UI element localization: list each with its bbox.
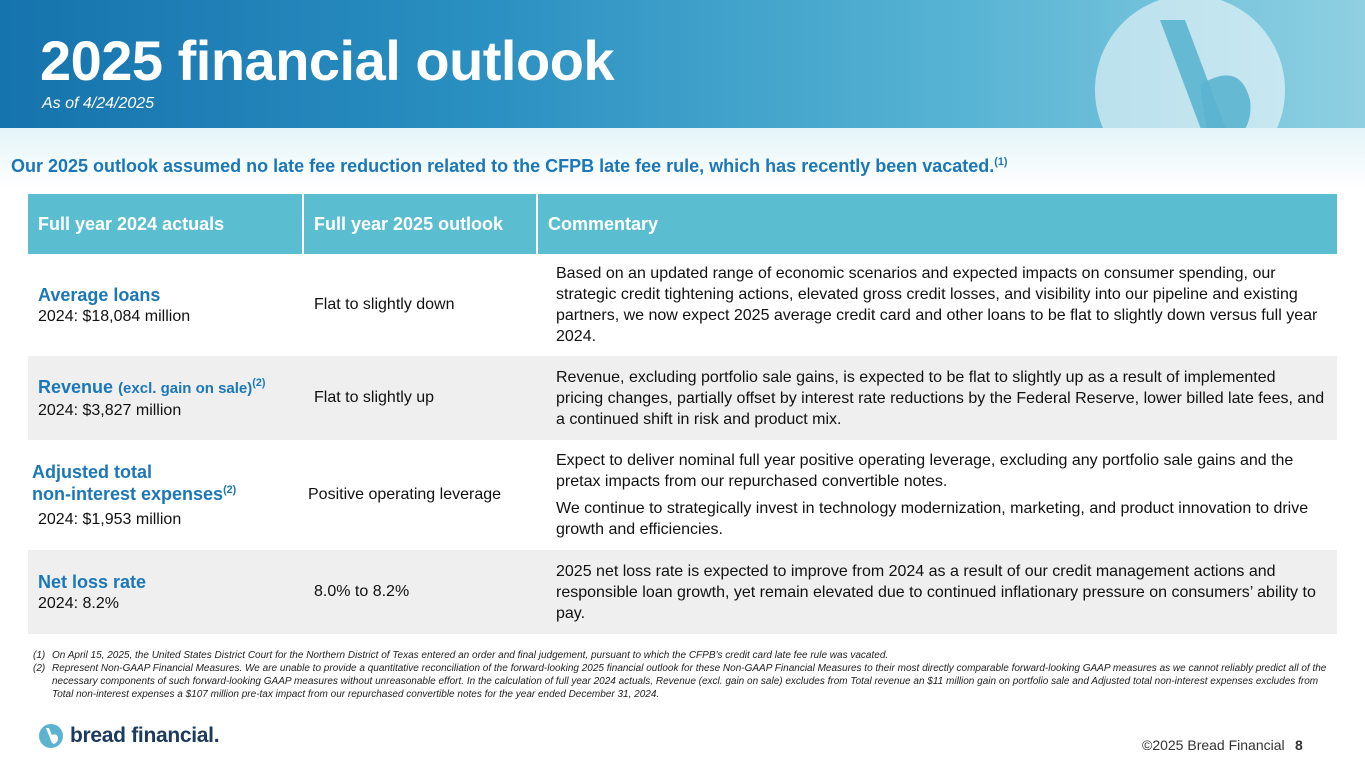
footnote: (2) Represent Non-GAAP Financial Measure… (33, 662, 1333, 701)
outlook-cell: Flat to slightly down (314, 296, 455, 313)
metric-label-line2: non-interest expenses (32, 483, 224, 504)
metric-actual: 2024: $3,827 million (38, 401, 182, 419)
page-number: 8 (1295, 737, 1303, 753)
metric-cell: Net loss rate 2024: 8.2% (28, 550, 304, 634)
commentary-cell: Based on an updated range of economic sc… (546, 254, 1337, 356)
bread-logo-watermark-icon (1095, 0, 1285, 128)
metric-footnote-ref: (2) (223, 483, 237, 496)
table-row: Average loans 2024: $18,084 million Flat… (28, 254, 1337, 356)
bread-logo-icon (39, 724, 63, 748)
outlook-table: Full year 2024 actuals Full year 2025 ou… (28, 194, 1337, 634)
commentary-text: We continue to strategically invest in t… (556, 500, 1309, 538)
metric-note: (excl. gain on sale) (118, 379, 253, 397)
table-row: Revenue (excl. gain on sale)(2) 2024: $3… (28, 356, 1337, 440)
metric-label-line2-wrap: non-interest expenses(2) (32, 483, 304, 505)
outlook-cell: 8.0% to 8.2% (314, 583, 410, 600)
metric-actual: 2024: $1,953 million (38, 510, 182, 528)
metric-cell: Revenue (excl. gain on sale)(2) 2024: $3… (28, 356, 304, 440)
table-row: Adjusted total non-interest expenses(2) … (28, 440, 1337, 550)
header-banner: 2025 financial outlook As of 4/24/2025 (0, 0, 1365, 128)
table-row: Net loss rate 2024: 8.2% 8.0% to 8.2% 20… (28, 550, 1337, 634)
headline-text: Our 2025 outlook assumed no late fee red… (11, 156, 995, 176)
footnote-number: (1) (33, 650, 46, 661)
commentary-cell: Revenue, excluding portfolio sale gains,… (546, 356, 1337, 440)
footnotes: (1) On April 15, 2025, the United States… (33, 649, 1333, 701)
metric-footnote-ref: (2) (252, 376, 266, 389)
footnote-text: Represent Non-GAAP Financial Measures. W… (52, 663, 1327, 700)
outlook-cell: Positive operating leverage (308, 486, 502, 503)
outlook-cell: Flat to slightly up (314, 389, 435, 406)
column-header-actuals: Full year 2024 actuals (28, 194, 304, 254)
column-header-outlook: Full year 2025 outlook (304, 194, 538, 254)
footnote-text: On April 15, 2025, the United States Dis… (52, 650, 889, 661)
header-fade (0, 128, 1365, 188)
footnote: (1) On April 15, 2025, the United States… (33, 649, 1333, 662)
commentary-cell: 2025 net loss rate is expected to improv… (546, 550, 1337, 634)
metric-label: Average loans (38, 284, 161, 305)
commentary-text: Revenue, excluding portfolio sale gains,… (556, 368, 1325, 428)
brand-logo: bread financial. (38, 723, 220, 749)
headline: Our 2025 outlook assumed no late fee red… (11, 156, 1008, 177)
copyright: ©2025 Bread Financial (1142, 737, 1285, 753)
metric-actual: 2024: 8.2% (38, 594, 119, 612)
metric-cell: Average loans 2024: $18,084 million (28, 254, 304, 356)
table-header: Full year 2024 actuals Full year 2025 ou… (28, 194, 1337, 254)
commentary-text: Expect to deliver nominal full year posi… (556, 452, 1294, 490)
page-subtitle: As of 4/24/2025 (42, 95, 155, 112)
metric-label: Revenue (38, 376, 114, 397)
commentary-text: 2025 net loss rate is expected to improv… (556, 562, 1316, 622)
metric-label-wrap: Revenue (excl. gain on sale)(2) (38, 376, 304, 400)
brand-name: bread financial. (70, 724, 220, 747)
commentary-cell: Expect to deliver nominal full year posi… (546, 440, 1337, 550)
column-header-commentary: Commentary (548, 213, 659, 234)
headline-footnote-ref: (1) (994, 156, 1008, 168)
commentary-text: Based on an updated range of economic sc… (556, 265, 1318, 345)
metric-cell: Adjusted total non-interest expenses(2) … (28, 440, 304, 550)
metric-label: Net loss rate (38, 571, 147, 592)
page-title: 2025 financial outlook (40, 29, 615, 92)
footnote-number: (2) (33, 663, 46, 674)
metric-label: Adjusted total (32, 461, 152, 482)
metric-actual: 2024: $18,084 million (38, 307, 191, 325)
